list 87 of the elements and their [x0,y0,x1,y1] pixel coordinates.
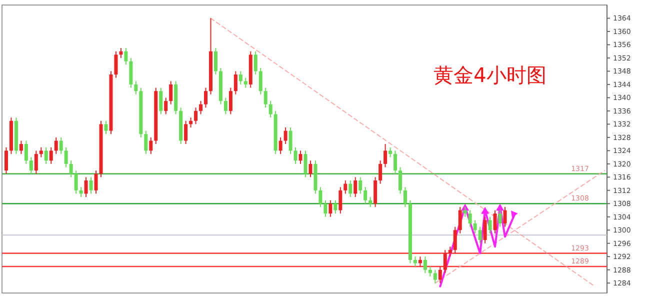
candlestick [458,206,462,234]
candlestick [258,67,262,95]
candlestick [328,200,332,218]
candlestick [308,160,312,178]
candlestick [94,170,98,194]
candlestick [129,57,133,88]
candlestick [24,140,28,164]
candlestick [413,256,417,268]
candlestick [34,150,38,174]
candlestick [104,120,108,135]
candlestick [324,200,328,218]
candlestick [268,100,272,118]
candlestick [294,146,298,164]
candlestick [418,256,422,268]
candlestick [338,186,342,214]
candlestick [354,176,358,198]
candlestick [348,180,352,198]
candlestick [39,146,43,158]
candlestick [388,146,392,158]
candlestick [89,176,93,194]
candlestick [364,186,368,204]
candlestick [189,117,193,128]
candlestick [199,100,203,115]
candlestick [394,150,398,174]
candlestick [468,210,472,228]
candlestick [448,246,452,258]
candlestick [473,220,477,234]
candlestick [438,266,442,284]
candlestick [368,196,372,208]
candlestick [59,136,63,154]
candlestick [54,136,58,154]
candlestick [298,150,302,164]
candlestick [358,176,362,194]
candlestick [433,269,437,284]
candlestick [149,136,153,154]
candlestick [159,87,163,115]
candlestick [29,156,33,174]
candlestick [478,226,482,244]
candlestick [228,87,232,115]
candlestick [284,126,288,145]
candlestick [184,120,188,145]
candlestick [244,77,248,88]
candlestick [4,146,8,174]
candlestick [74,170,78,194]
candlestick [428,266,432,277]
candlestick [119,48,123,58]
candlestick [254,50,258,76]
text: 黄金4小时图 [434,63,546,87]
candlestick [493,210,497,234]
candlestick [264,87,268,108]
candlestick [194,107,198,125]
candlestick [503,206,507,228]
candlestick [288,126,292,154]
candlestick [318,186,322,208]
candlestick [483,216,487,244]
candlestick [344,180,348,194]
candlestick [114,50,118,78]
candlestick [334,200,338,214]
candlestick [164,97,168,115]
candlestick [398,166,402,194]
candlestick [69,160,73,178]
candlestick [404,186,407,208]
candlestick [144,130,148,154]
candlestick [134,80,138,95]
candlestick [214,48,218,76]
candlestick [79,186,83,198]
candlestick [453,226,457,254]
candlestick [224,97,228,115]
candlestick [384,144,388,168]
candlestick [19,140,23,154]
candlestick [44,146,48,164]
candlestick [234,70,238,95]
candlestick [64,146,68,168]
candlestick [378,160,382,184]
candlestick [374,176,378,208]
candlestick [463,206,467,218]
candlestick [124,48,128,66]
candlestick [238,70,242,85]
candlestick [169,80,173,105]
candlestick [49,146,53,164]
candlestick [84,176,88,198]
candlestick [443,249,447,274]
candlestick [488,216,492,234]
candlestick [278,136,282,154]
candlestick [423,256,427,274]
candlestick [204,87,208,108]
candlestick [498,210,502,228]
